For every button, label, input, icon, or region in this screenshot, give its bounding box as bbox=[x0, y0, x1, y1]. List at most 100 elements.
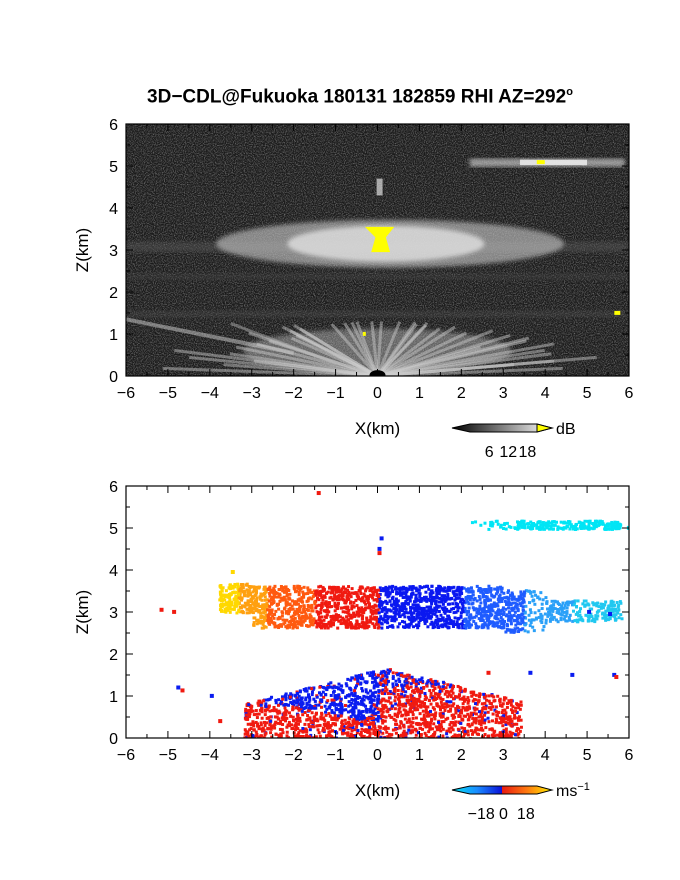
velocity-pixel bbox=[370, 716, 374, 720]
velocity-pixel bbox=[236, 585, 240, 589]
colorbar-tick-label: −18 bbox=[468, 806, 495, 823]
velocity-pixel bbox=[435, 680, 439, 684]
velocity-pixel bbox=[466, 587, 470, 591]
velocity-pixel bbox=[463, 687, 467, 691]
velocity-pixel bbox=[235, 611, 239, 615]
velocity-pixel bbox=[365, 595, 369, 599]
velocity-pixel bbox=[485, 617, 489, 621]
velocity-pixel bbox=[442, 610, 446, 614]
velocity-pixel bbox=[278, 599, 282, 603]
velocity-pixel bbox=[247, 589, 251, 593]
velocity-pixel bbox=[455, 596, 459, 600]
velocity-pixel bbox=[379, 678, 383, 682]
velocity-pixel bbox=[252, 623, 256, 627]
velocity-pixel bbox=[512, 722, 516, 726]
velocity-pixel bbox=[523, 629, 527, 633]
velocity-pixel bbox=[424, 612, 428, 616]
velocity-pixel bbox=[536, 595, 540, 599]
velocity-pixel bbox=[332, 711, 336, 715]
velocity-pixel bbox=[303, 609, 307, 613]
velocity-pixel bbox=[326, 699, 330, 703]
velocity-pixel bbox=[448, 685, 452, 689]
velocity-pixel bbox=[586, 614, 590, 618]
velocity-pixel bbox=[330, 709, 334, 713]
velocity-pixel bbox=[241, 590, 245, 594]
velocity-pixel bbox=[382, 726, 386, 730]
velocity-pixel bbox=[278, 711, 282, 715]
velocity-pixel bbox=[509, 614, 513, 618]
velocity-pixel bbox=[327, 731, 331, 735]
velocity-pixel bbox=[251, 722, 255, 726]
velocity-pixel bbox=[491, 522, 495, 526]
velocity-pixel bbox=[462, 586, 466, 590]
velocity-pixel bbox=[562, 617, 566, 621]
velocity-pixel bbox=[249, 593, 253, 597]
velocity-pixel bbox=[314, 711, 318, 715]
velocity-pixel bbox=[386, 679, 390, 683]
velocity-pixel bbox=[315, 610, 319, 614]
velocity-pixel bbox=[411, 689, 415, 693]
velocity-pixel bbox=[514, 706, 518, 710]
velocity-pixel bbox=[413, 699, 417, 703]
velocity-pixel bbox=[363, 719, 367, 723]
velocity-pixel bbox=[284, 585, 288, 589]
velocity-pixel bbox=[257, 621, 261, 625]
velocity-pixel bbox=[329, 624, 333, 628]
velocity-pixel bbox=[227, 600, 231, 604]
velocity-pixel bbox=[459, 721, 463, 725]
velocity-pixel bbox=[275, 715, 279, 719]
velocity-pixel bbox=[446, 695, 450, 699]
velocity-pixel bbox=[356, 695, 360, 699]
velocity-colorbar: ms−1 −18 0 18 bbox=[451, 781, 590, 823]
velocity-pixel bbox=[522, 615, 526, 619]
velocity-pixel bbox=[406, 713, 410, 717]
velocity-pixel bbox=[426, 597, 430, 601]
velocity-pixel bbox=[250, 606, 254, 610]
velocity-pixel bbox=[433, 625, 437, 629]
velocity-pixel bbox=[371, 593, 375, 597]
velocity-pixel bbox=[307, 723, 311, 727]
velocity-pixel bbox=[381, 677, 385, 681]
velocity-pixel bbox=[527, 525, 531, 529]
velocity-pixel bbox=[510, 591, 514, 595]
velocity-pixel bbox=[465, 705, 469, 709]
velocity-pixel bbox=[284, 625, 288, 629]
velocity-pixel bbox=[505, 705, 509, 709]
velocity-pixel bbox=[306, 592, 310, 596]
velocity-pixel bbox=[434, 621, 438, 625]
velocity-pixel bbox=[452, 590, 456, 594]
velocity-pixel bbox=[453, 623, 457, 627]
velocity-pixel bbox=[458, 593, 462, 597]
velocity-pixel bbox=[421, 700, 425, 704]
velocity-pixel bbox=[324, 600, 328, 604]
velocity-pixel bbox=[312, 725, 316, 729]
velocity-pixel bbox=[441, 680, 445, 684]
velocity-pixel bbox=[565, 610, 569, 614]
velocity-pixel bbox=[449, 730, 453, 734]
velocity-pixel bbox=[277, 698, 281, 702]
velocity-pixel bbox=[568, 613, 572, 617]
velocity-pixel bbox=[464, 617, 468, 621]
velocity-pixel bbox=[308, 696, 312, 700]
velocity-pixel bbox=[340, 712, 344, 716]
velocity-pixel bbox=[319, 608, 323, 612]
velocity-pixel bbox=[429, 681, 433, 685]
velocity-pixel bbox=[455, 620, 459, 624]
velocity-pixel bbox=[376, 588, 380, 592]
velocity-pixel bbox=[481, 735, 485, 738]
velocity-pixel bbox=[565, 606, 569, 610]
velocity-pixel bbox=[414, 733, 418, 737]
velocity-pixel bbox=[316, 728, 320, 732]
velocity-pixel bbox=[410, 706, 414, 710]
velocity-pixel bbox=[500, 626, 504, 630]
velocity-pixel bbox=[288, 592, 292, 596]
velocity-pixel bbox=[373, 724, 377, 728]
velocity-pixel bbox=[487, 621, 491, 625]
velocity-pixel bbox=[392, 607, 396, 611]
velocity-pixel bbox=[483, 521, 487, 525]
velocity-pixel bbox=[420, 690, 424, 694]
velocity-pixel bbox=[487, 720, 491, 724]
velocity-pixel bbox=[386, 587, 390, 591]
velocity-pixel bbox=[496, 733, 500, 737]
